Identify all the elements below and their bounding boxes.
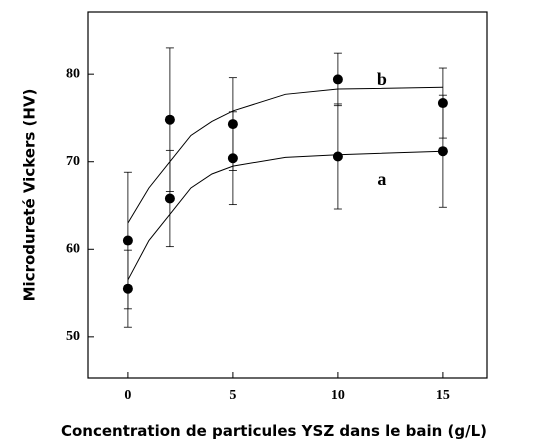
point xyxy=(332,151,343,162)
point xyxy=(164,193,175,204)
point xyxy=(227,119,238,130)
point xyxy=(332,74,343,85)
y-tick-label: 80 xyxy=(66,66,80,81)
x-axis-title: Concentration de particules YSZ dans le … xyxy=(61,422,487,440)
x-tick-label: 10 xyxy=(331,388,345,403)
fit-curve xyxy=(127,150,443,281)
y-axis-title: Microdureté Vickers (HV) xyxy=(21,89,39,302)
point xyxy=(164,114,175,125)
point xyxy=(122,235,133,246)
point xyxy=(437,146,448,157)
fit-curve xyxy=(127,86,443,224)
x-tick-label: 0 xyxy=(124,388,131,403)
plot-frame xyxy=(87,11,488,379)
x-tick-label: 15 xyxy=(436,388,450,403)
series-label: b xyxy=(377,69,387,89)
y-tick-label: 50 xyxy=(66,329,80,344)
y-tick-label: 70 xyxy=(66,154,80,169)
point xyxy=(437,98,448,109)
y-tick-label: 60 xyxy=(66,242,80,257)
x-tick-label: 5 xyxy=(229,388,236,403)
series-label: a xyxy=(377,169,386,189)
